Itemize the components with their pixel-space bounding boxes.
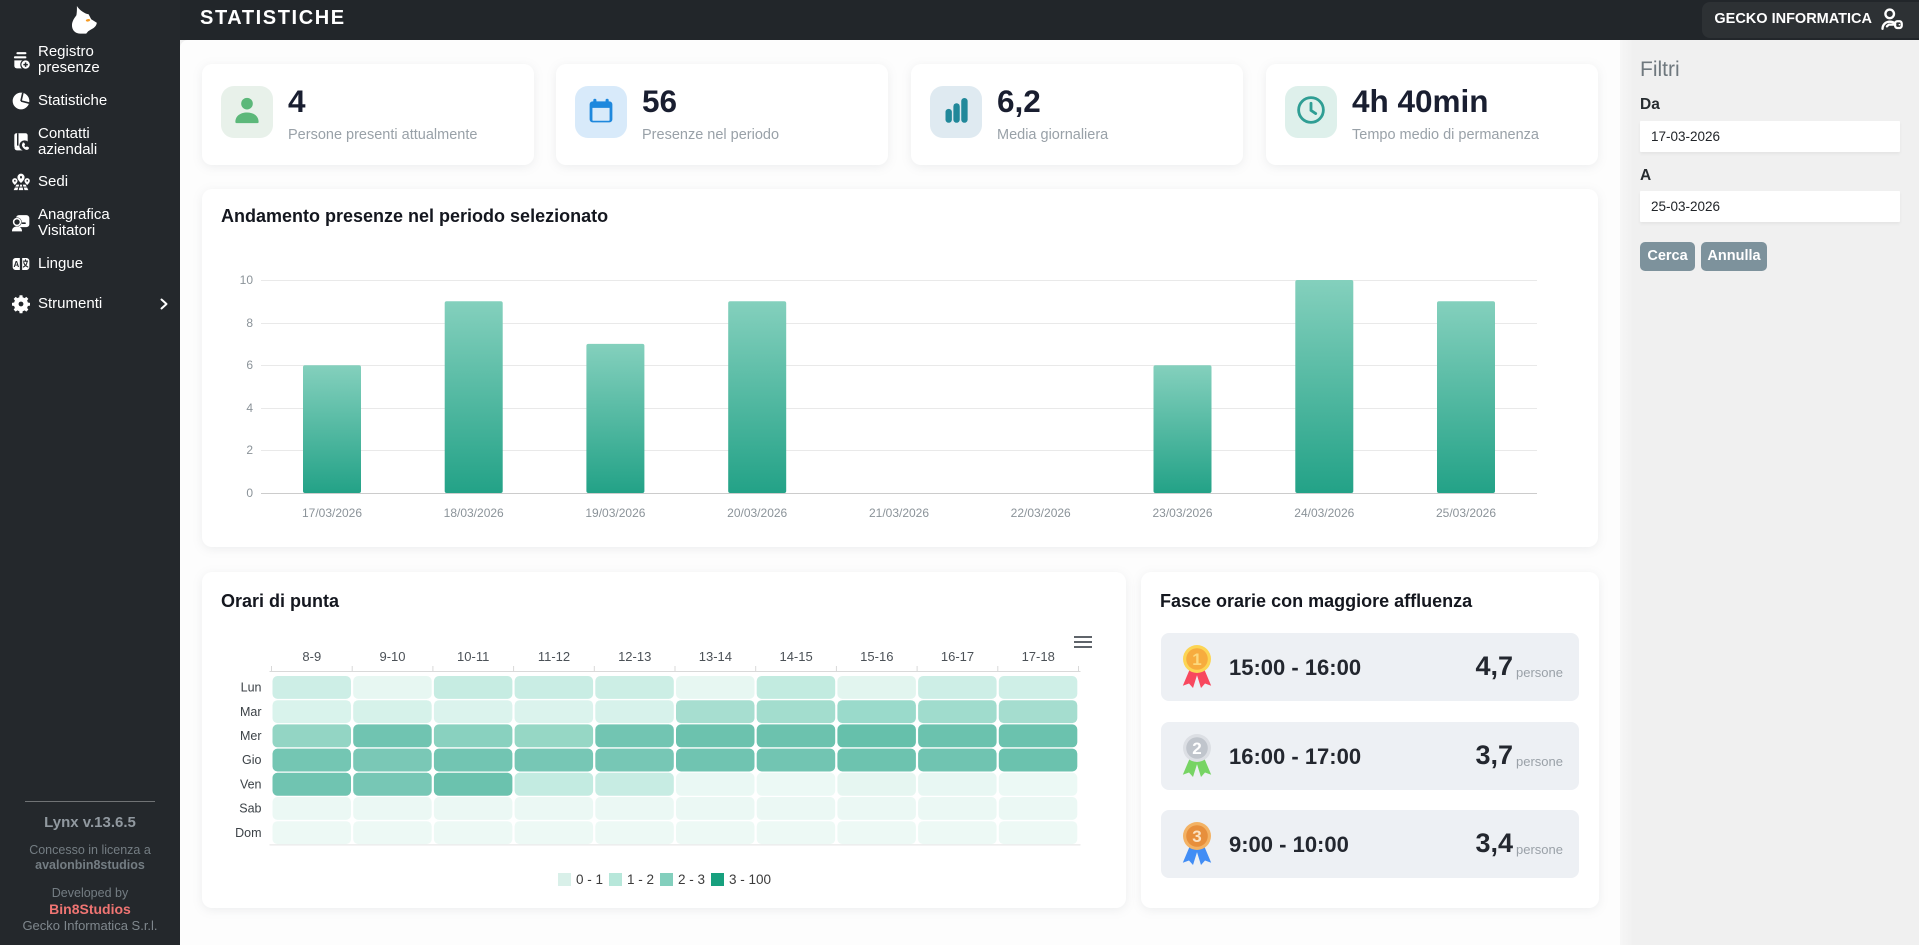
svg-text:Ven: Ven xyxy=(240,777,262,791)
svg-text:24/03/2026: 24/03/2026 xyxy=(1294,506,1354,520)
svg-text:0 - 1: 0 - 1 xyxy=(576,872,603,887)
svg-text:Gio: Gio xyxy=(242,753,262,767)
svg-text:20/03/2026: 20/03/2026 xyxy=(727,506,787,520)
svg-text:1: 1 xyxy=(1192,650,1201,669)
svg-text:22/03/2026: 22/03/2026 xyxy=(1011,506,1071,520)
svg-text:2 - 3: 2 - 3 xyxy=(678,872,705,887)
svg-text:2: 2 xyxy=(246,443,253,457)
svg-text:10-11: 10-11 xyxy=(457,649,489,664)
svg-text:0: 0 xyxy=(246,486,253,500)
svg-text:Mer: Mer xyxy=(240,729,262,743)
svg-text:17-18: 17-18 xyxy=(1022,649,1055,664)
svg-text:Lun: Lun xyxy=(241,681,262,695)
svg-text:3 - 100: 3 - 100 xyxy=(729,872,771,887)
svg-text:17/03/2026: 17/03/2026 xyxy=(302,506,362,520)
svg-text:Dom: Dom xyxy=(235,826,261,840)
svg-text:3: 3 xyxy=(1192,827,1201,846)
svg-text:15-16: 15-16 xyxy=(860,649,893,664)
svg-text:6: 6 xyxy=(246,358,253,372)
svg-text:14-15: 14-15 xyxy=(779,649,812,664)
svg-text:10: 10 xyxy=(240,273,254,287)
svg-text:13-14: 13-14 xyxy=(699,649,732,664)
svg-text:11-12: 11-12 xyxy=(538,649,570,664)
svg-text:21/03/2026: 21/03/2026 xyxy=(869,506,929,520)
svg-text:Mar: Mar xyxy=(240,705,262,719)
svg-text:23/03/2026: 23/03/2026 xyxy=(1152,506,1212,520)
svg-text:A: A xyxy=(13,260,19,269)
svg-text:19/03/2026: 19/03/2026 xyxy=(585,506,645,520)
svg-text:1 - 2: 1 - 2 xyxy=(627,872,654,887)
svg-text:Sab: Sab xyxy=(239,802,261,816)
svg-text:18/03/2026: 18/03/2026 xyxy=(444,506,504,520)
svg-text:8: 8 xyxy=(246,316,253,330)
svg-text:4: 4 xyxy=(246,401,253,415)
svg-text:8-9: 8-9 xyxy=(302,649,321,664)
svg-text:12-13: 12-13 xyxy=(618,649,651,664)
svg-text:16-17: 16-17 xyxy=(941,649,974,664)
svg-text:2: 2 xyxy=(1192,739,1201,758)
svg-text:25/03/2026: 25/03/2026 xyxy=(1436,506,1496,520)
svg-text:9-10: 9-10 xyxy=(379,649,405,664)
